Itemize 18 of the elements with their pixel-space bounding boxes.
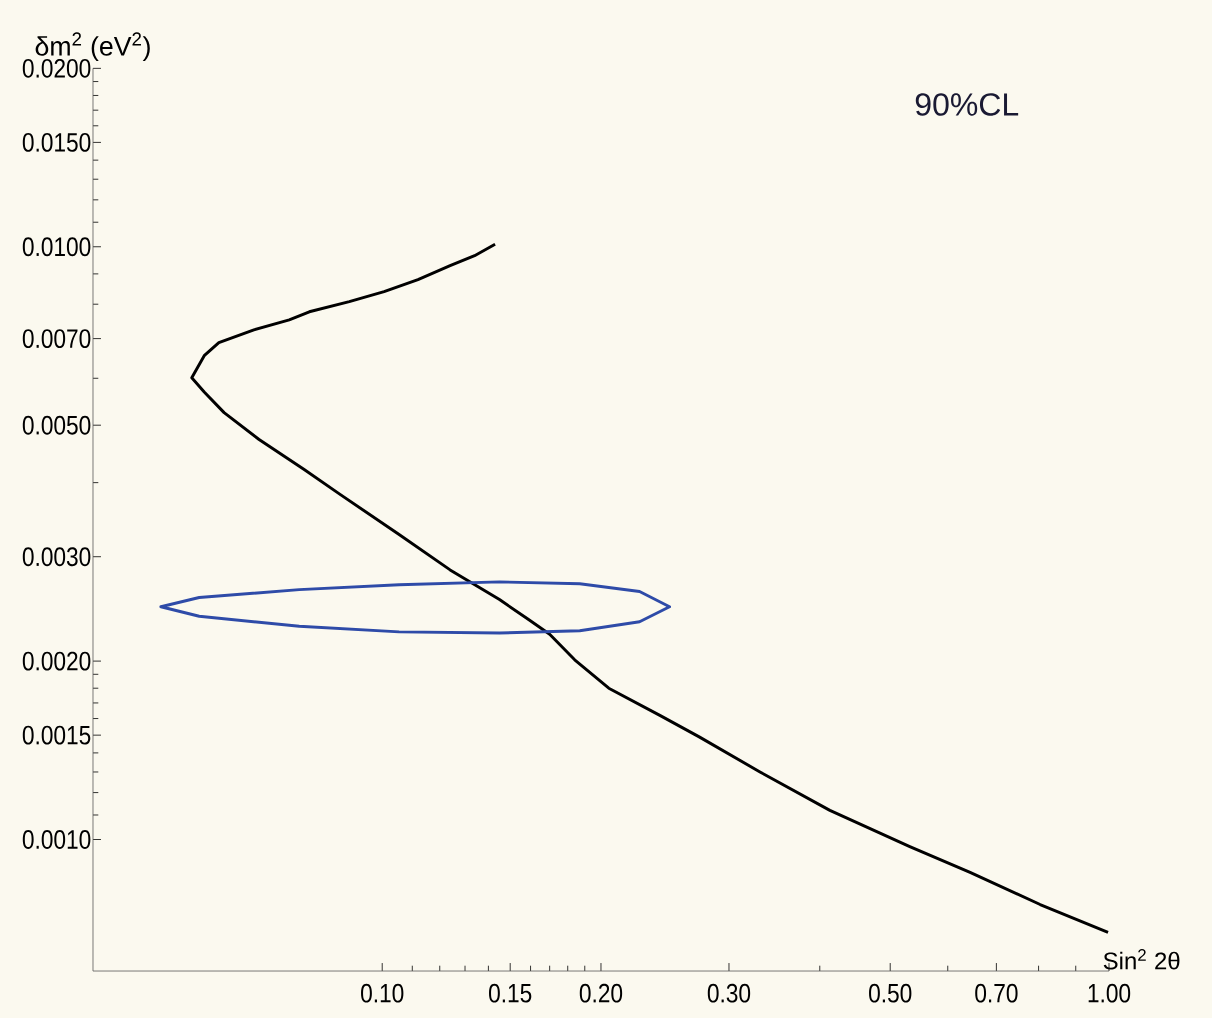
x-tick-label: 0.20 <box>579 983 623 1003</box>
x-axis-title: Sin$^{2}$ 2θ <box>1103 949 1180 970</box>
x-tick-label: 0.30 <box>707 983 751 1003</box>
y-tick-label: 0.0020 <box>22 651 91 671</box>
annotation: 90%CL <box>915 93 1019 116</box>
y-tick-label: 0.0100 <box>22 237 91 257</box>
y-tick-label: 0.0200 <box>22 58 91 78</box>
x-tick-label: 0.10 <box>361 983 404 1003</box>
y-tick-label: 0.0050 <box>22 415 91 435</box>
x-tick-label: 0.50 <box>869 983 912 1003</box>
y-tick-label: 0.0070 <box>22 329 91 349</box>
x-tick-label: 1.00 <box>1088 983 1131 1003</box>
x-tick-label: 0.70 <box>975 983 1018 1003</box>
y-tick-label: 0.0150 <box>22 132 91 152</box>
x-tick-label: 0.15 <box>489 983 532 1003</box>
y-tick-label: 0.0010 <box>22 830 91 849</box>
y-tick-label: 0.0015 <box>22 725 91 745</box>
y-tick-label: 0.0030 <box>22 547 91 567</box>
